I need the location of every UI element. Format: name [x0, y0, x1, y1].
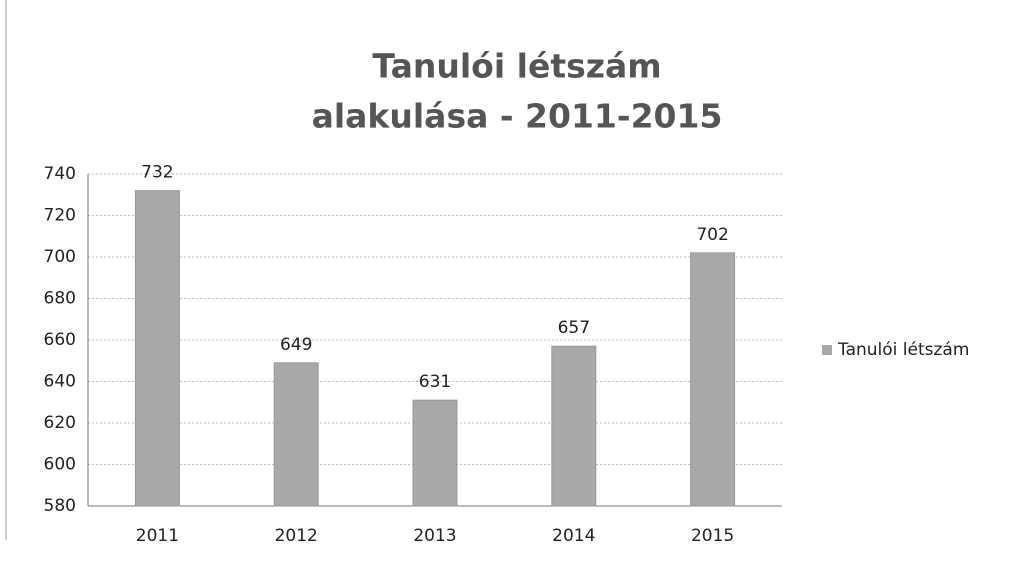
bar: [273, 362, 319, 507]
bar: [412, 399, 458, 507]
y-tick-label: 580: [44, 496, 76, 516]
y-tick-label: 660: [44, 330, 76, 350]
y-tick-label: 720: [44, 206, 76, 226]
data-label: 702: [696, 225, 728, 245]
bar: [134, 190, 180, 507]
y-tick-label: 740: [44, 164, 76, 184]
data-label: 732: [141, 163, 173, 183]
x-tick-label: 2014: [552, 526, 595, 546]
y-tick-label: 680: [44, 289, 76, 309]
legend-label: Tanulói létszám: [837, 340, 969, 360]
x-tick-label: 2011: [136, 526, 179, 546]
legend-swatch: [822, 345, 832, 355]
y-tick-label: 600: [44, 455, 76, 475]
y-tick-label: 640: [44, 372, 76, 392]
y-tick-label: 700: [44, 247, 76, 267]
x-tick-label: 2012: [275, 526, 318, 546]
data-label: 657: [558, 318, 590, 338]
bar: [690, 252, 736, 507]
data-label: 631: [419, 372, 451, 392]
y-tick-label: 620: [44, 413, 76, 433]
chart-title: Tanulói létszám: [372, 47, 661, 86]
bar: [551, 345, 597, 507]
x-tick-label: 2013: [413, 526, 456, 546]
x-tick-label: 2015: [691, 526, 734, 546]
data-label: 649: [280, 335, 312, 355]
chart-title: alakulása - 2011-2015: [312, 97, 723, 136]
